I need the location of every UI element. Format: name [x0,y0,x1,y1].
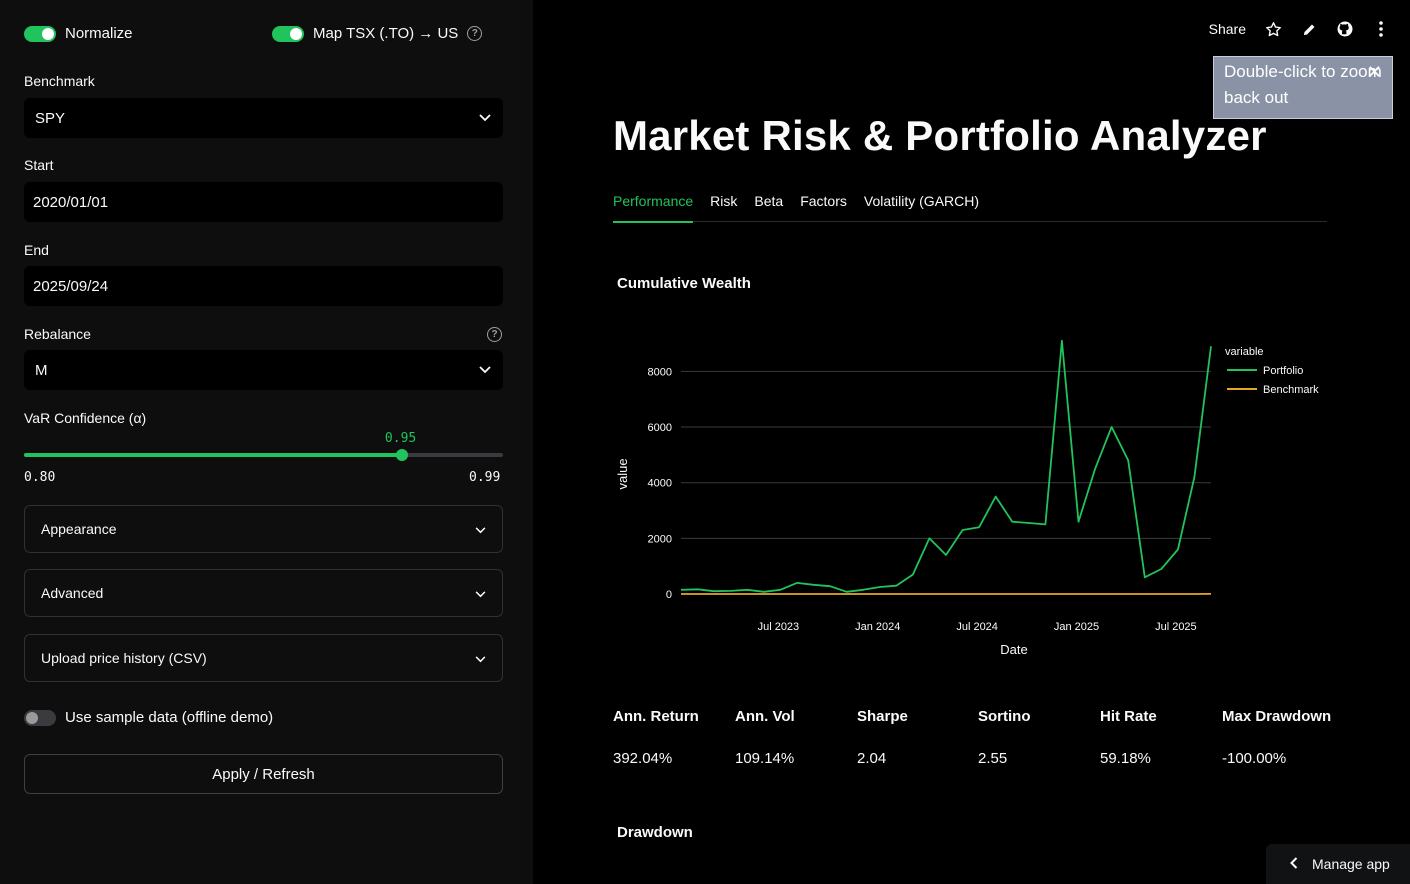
more-vertical-icon[interactable] [1372,20,1390,38]
chevron-down-icon [475,521,486,537]
github-icon[interactable] [1336,20,1354,38]
legend-entry[interactable]: Portfolio [1263,365,1303,377]
expander-label: Appearance [41,521,117,537]
sample-data-switch[interactable] [24,709,56,726]
start-date-input[interactable]: 2020/01/01 [24,182,503,222]
x-tick-label: Jul 2023 [758,621,800,633]
share-button[interactable]: Share [1208,21,1246,37]
end-date-input[interactable]: 2025/09/24 [24,266,503,306]
apply-refresh-button[interactable]: Apply / Refresh [24,754,503,794]
metric-label-max-drawdown: Max Drawdown [1222,708,1332,725]
start-date-value: 2020/01/01 [33,193,109,211]
metric-label-sharpe: Sharpe [857,708,908,725]
app-toolbar: Share [1209,20,1390,38]
manage-app-label: Manage app [1312,856,1390,872]
benchmark-select[interactable]: SPY [24,98,503,138]
benchmark-label: Benchmark [24,73,95,89]
page-title: Market Risk & Portfolio Analyzer [613,112,1267,159]
x-tick-label: Jan 2025 [1054,621,1099,633]
tab-bar: Performance Risk Beta Factors Volatility… [613,190,1327,223]
y-tick-label: 8000 [648,366,672,378]
normalize-switch[interactable] [24,25,56,42]
tab-factors[interactable]: Factors [800,193,847,209]
cumulative-wealth-chart[interactable]: 0 2000 4000 6000 8000 Jul 2023 Jan 2024 Jul 202… [613,330,1333,665]
manage-app-button[interactable]: Manage app [1266,844,1410,884]
metric-value-ann-vol: 109.14% [735,750,795,767]
sample-data-toggle[interactable]: Use sample data (offline demo) [24,709,273,726]
var-min: 0.80 [24,470,56,485]
chevron-down-icon [475,650,486,666]
y-tick-label: 0 [666,589,672,601]
chevron-down-icon [478,363,492,377]
map-tsx-toggle[interactable]: Map TSX (.TO) → US ? [272,25,483,42]
y-axis-label: value [615,458,630,489]
expander-appearance[interactable]: Appearance [24,505,503,553]
expander-label: Upload price history (CSV) [41,650,207,666]
help-icon[interactable]: ? [467,26,483,41]
close-icon[interactable]: ✕ [1366,62,1382,82]
x-tick-label: Jul 2024 [956,621,998,633]
map-tsx-label: Map TSX (.TO) → US [313,25,459,42]
tooltip-text: Double-click to zoom back out [1224,62,1382,107]
var-slider[interactable] [24,449,503,461]
legend-entry[interactable]: Benchmark [1263,384,1319,396]
normalize-label: Normalize [65,25,133,42]
y-tick-label: 4000 [648,478,672,490]
y-tick-label: 6000 [648,422,672,434]
chevron-left-icon [1290,856,1298,872]
var-slider-thumb[interactable] [395,449,408,461]
chevron-down-icon [478,111,492,125]
sample-data-label: Use sample data (offline demo) [65,709,274,726]
metric-label-ann-return: Ann. Return [613,708,699,725]
y-tick-label: 2000 [648,533,672,545]
series-line-portfolio [680,339,1212,593]
x-tick-label: Jan 2024 [855,621,900,633]
zoom-tooltip: Double-click to zoom back out ✕ [1213,56,1393,119]
rebalance-select[interactable]: M [24,350,503,390]
metric-value-sharpe: 2.04 [857,750,887,767]
expander-upload-csv[interactable]: Upload price history (CSV) [24,634,503,682]
end-date-value: 2025/09/24 [33,277,109,295]
metric-value-sortino: 2.55 [978,750,1008,767]
map-tsx-switch[interactable] [272,25,304,42]
start-label: Start [24,157,54,173]
sidebar: Normalize Map TSX (.TO) → US ? Benchmark… [0,0,533,884]
var-current-value: 0.95 [384,431,417,446]
end-label: End [24,242,49,258]
legend-title: variable [1225,346,1264,358]
tab-risk[interactable]: Risk [710,193,738,209]
rebalance-help-icon[interactable]: ? [487,327,502,342]
star-icon[interactable] [1264,20,1282,38]
x-axis-label: Date [1000,642,1027,657]
metric-value-hit-rate: 59.18% [1100,750,1151,767]
expander-advanced[interactable]: Advanced [24,569,503,617]
tab-beta[interactable]: Beta [754,193,784,209]
normalize-toggle[interactable]: Normalize [24,25,133,42]
metric-value-ann-return: 392.04% [613,750,673,767]
metric-label-sortino: Sortino [978,708,1031,725]
rebalance-value: M [35,361,48,379]
var-max: 0.99 [469,470,501,485]
x-tick-label: Jul 2025 [1155,621,1197,633]
metric-label-hit-rate: Hit Rate [1100,708,1157,725]
metric-value-max-drawdown: -100.00% [1222,750,1287,767]
drawdown-section-title: Drawdown [617,824,693,841]
tab-volatility-garch[interactable]: Volatility (GARCH) [863,193,980,209]
tab-performance[interactable]: Performance [613,190,694,223]
metric-label-ann-vol: Ann. Vol [735,708,795,725]
rebalance-label: Rebalance [24,326,91,342]
edit-pencil-icon[interactable] [1300,20,1318,38]
chevron-down-icon [475,585,486,601]
var-slider-fill [24,453,402,457]
var-label: VaR Confidence (α) [24,410,147,426]
chart-title: Cumulative Wealth [617,275,751,292]
expander-label: Advanced [41,585,104,601]
benchmark-value: SPY [35,109,66,127]
